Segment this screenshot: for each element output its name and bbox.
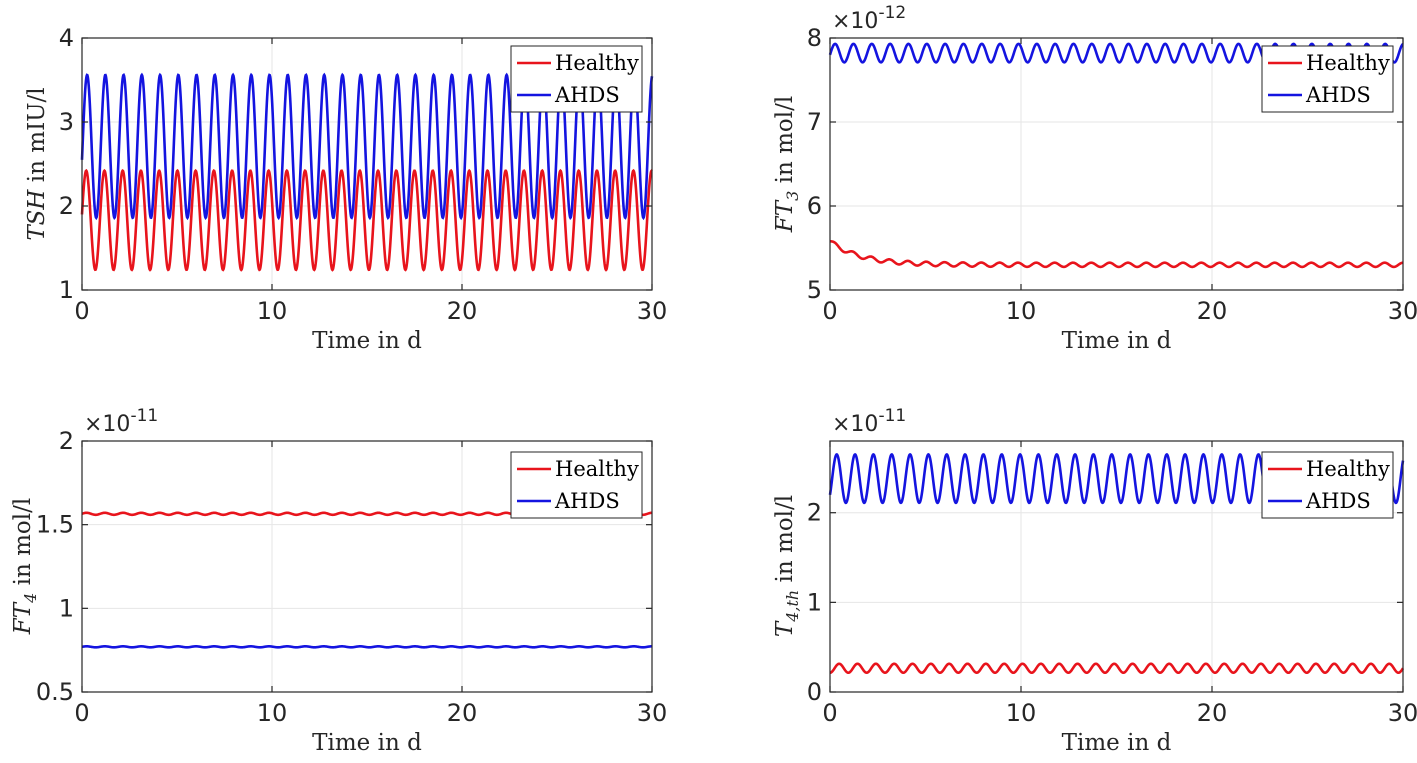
x-axis-label: Time in d — [312, 730, 422, 756]
x-tick-label: 0 — [822, 297, 837, 325]
y-tick-label: 2 — [807, 499, 822, 527]
legend-label-ahds: AHDS — [554, 83, 620, 107]
panel-4: 0 10 20 30 0 1 2 ×10-11 Time in d T4,th in mol/l H… — [772, 406, 1417, 756]
legend: Healthy AHDS — [1261, 451, 1394, 519]
legend-label-ahds: AHDS — [1305, 83, 1371, 107]
x-tick-label: 30 — [637, 699, 668, 727]
x-tick-label: 10 — [257, 297, 288, 325]
y-tick-label: 8 — [807, 24, 822, 52]
axes-frame — [81, 440, 653, 693]
y-axis-label: FT4 in mol/l — [10, 498, 40, 635]
x-tick-label: 30 — [1388, 699, 1417, 727]
panel-3: 0 10 20 30 0.5 1 1.5 2 ×10-11 Time in d FT4 in mol… — [10, 406, 667, 756]
x-tick-label: 20 — [447, 699, 478, 727]
x-tick-label: 0 — [822, 699, 837, 727]
y-tick-label: 1 — [807, 588, 822, 616]
y-tick-label: 1 — [59, 594, 74, 622]
x-axis-label: Time in d — [1062, 328, 1172, 354]
axes-frame — [81, 37, 653, 291]
panel-2: 0 10 20 30 5 6 7 8 ×10-12 Time in d FT3 in mol/l He… — [772, 3, 1417, 354]
axis-exponent: ×10-11 — [832, 406, 906, 437]
y-axis-label: FT3 in mol/l — [772, 96, 802, 233]
series-line-healthy — [80, 168, 653, 272]
legend-box — [510, 45, 643, 113]
axis-exponent: ×10-12 — [832, 3, 906, 34]
y-tick-label: 0.5 — [36, 678, 74, 706]
axes-frame — [829, 37, 1404, 291]
legend-box — [510, 451, 643, 519]
legend: Healthy AHDS — [510, 451, 643, 519]
legend: Healthy AHDS — [510, 45, 643, 113]
y-tick-label: 1.5 — [36, 511, 74, 539]
x-tick-label: 30 — [1388, 297, 1417, 325]
series-line-ahds — [80, 72, 654, 221]
x-tick-label: 30 — [637, 297, 668, 325]
legend-label-healthy: Healthy — [1306, 457, 1390, 481]
x-tick-label: 10 — [1006, 297, 1037, 325]
axes-frame — [829, 440, 1404, 693]
legend-label-healthy: Healthy — [555, 51, 639, 75]
legend-box — [1261, 451, 1394, 519]
x-axis-label: Time in d — [312, 328, 422, 354]
axis-exponent: ×10-11 — [84, 406, 158, 437]
legend-label-ahds: AHDS — [1305, 489, 1371, 513]
legend-label-healthy: Healthy — [555, 457, 639, 481]
x-tick-label: 0 — [74, 297, 89, 325]
x-tick-label: 20 — [1197, 699, 1228, 727]
y-tick-label: 5 — [807, 276, 822, 304]
x-tick-label: 0 — [74, 699, 89, 727]
series-line-healthy — [829, 662, 1405, 675]
legend-box — [1261, 45, 1394, 113]
y-axis-label: TSH in mIU/l — [24, 87, 50, 240]
series-line-healthy — [829, 239, 1404, 269]
panel-1: 0 10 20 30 1 2 3 4 Time in d TSH in mIU/l Healthy A… — [24, 24, 667, 354]
x-tick-label: 20 — [447, 297, 478, 325]
y-tick-label: 2 — [59, 427, 74, 455]
x-tick-label: 20 — [1197, 297, 1228, 325]
y-tick-label: 7 — [807, 108, 822, 136]
y-tick-label: 1 — [59, 276, 74, 304]
legend-label-healthy: Healthy — [1306, 51, 1390, 75]
legend-label-ahds: AHDS — [554, 489, 620, 513]
x-tick-label: 10 — [257, 699, 288, 727]
x-axis-label: Time in d — [1062, 730, 1172, 756]
y-tick-label: 4 — [59, 24, 74, 52]
x-tick-label: 10 — [1006, 699, 1037, 727]
y-axis-label: T4,th in mol/l — [772, 495, 802, 637]
y-tick-label: 2 — [59, 192, 74, 220]
legend: Healthy AHDS — [1261, 45, 1394, 113]
series-line-ahds — [81, 645, 652, 649]
y-tick-label: 3 — [59, 108, 74, 136]
y-tick-label: 0 — [807, 678, 822, 706]
y-tick-label: 6 — [807, 192, 822, 220]
